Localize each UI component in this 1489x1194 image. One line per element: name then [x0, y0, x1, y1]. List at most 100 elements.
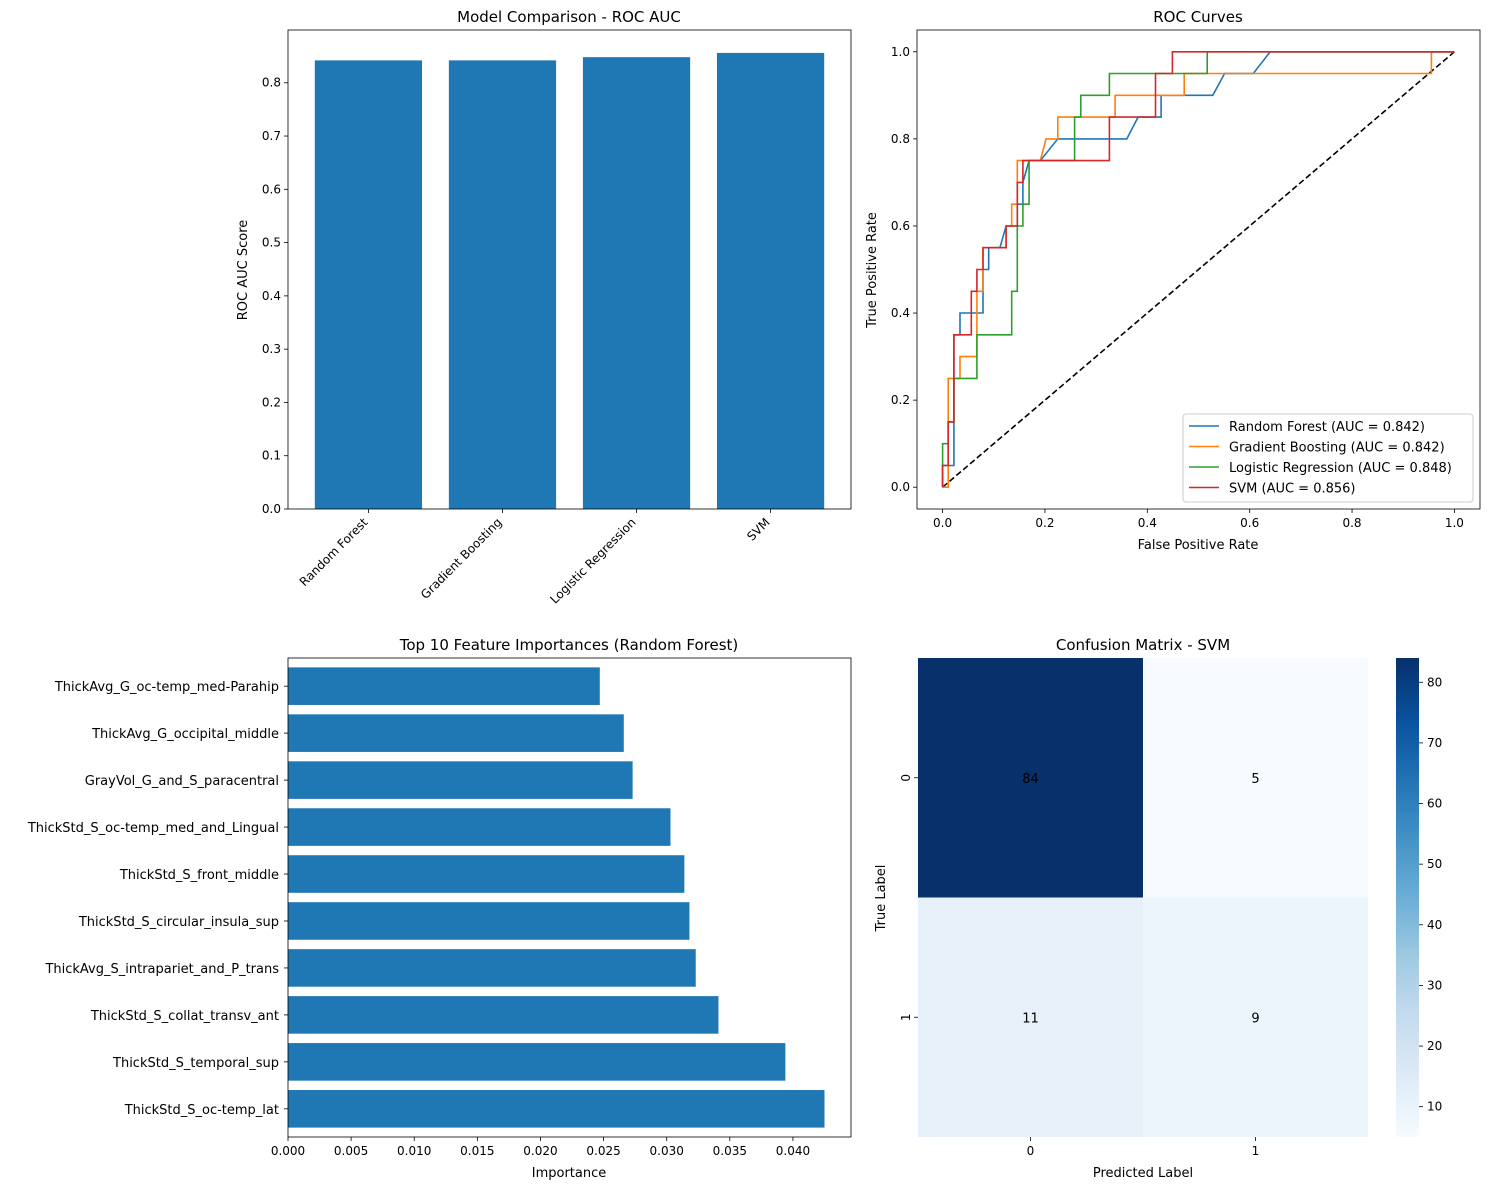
confusion-ylabel: True Label	[874, 865, 889, 933]
roc-series-line-0	[941, 51, 1455, 488]
roc-y-tick-label-5: 1.0	[891, 45, 910, 59]
colorbar-tick-label-7: 80	[1427, 675, 1442, 689]
roc-diagonal-line	[942, 51, 1455, 488]
feature-bar-6	[288, 808, 671, 846]
feature-x-tick-label-5: 0.025	[586, 1144, 620, 1158]
feature-bar-7	[288, 761, 633, 799]
matrix-y-tick-label-1: 1	[899, 1013, 913, 1021]
feature-x-tick-label-0: 0.000	[271, 1144, 305, 1158]
bar-chart-model-comparison: Model Comparison - ROC AUC ROC AUC Score…	[236, 8, 852, 607]
roc-x-tick-label-1: 0.2	[1035, 516, 1054, 530]
feature-x-tick-label-2: 0.010	[397, 1144, 431, 1158]
y-tick-label-3: 0.3	[262, 342, 281, 356]
bar-1	[448, 60, 557, 509]
roc-x-tick-label-3: 0.6	[1240, 516, 1259, 530]
matrix-cell-0-0	[918, 658, 1143, 898]
roc-x-tick-label-4: 0.8	[1342, 516, 1361, 530]
colorbar-tick-label-2: 30	[1427, 978, 1442, 992]
roc-x-tick-label-0: 0.0	[933, 516, 952, 530]
matrix-x-tick-label-0: 0	[1027, 1144, 1035, 1158]
colorbar-tick-label-5: 60	[1427, 797, 1442, 811]
legend-label-3: SVM (AUC = 0.856)	[1229, 482, 1356, 497]
x-tick-label-0: Random Forest	[297, 515, 371, 589]
confusion-matrix-chart: Confusion Matrix - SVM Predicted Label T…	[874, 636, 1442, 1181]
feature-importance-chart: Top 10 Feature Importances (Random Fores…	[27, 636, 852, 1181]
matrix-cell-1-1	[1143, 897, 1368, 1137]
bar-chart-ylabel: ROC AUC Score	[236, 220, 251, 321]
x-tick-label-1: Gradient Boosting	[418, 515, 505, 602]
legend-label-2: Logistic Regression (AUC = 0.848)	[1229, 461, 1452, 476]
roc-x-tick-label-5: 1.0	[1445, 516, 1464, 530]
feature-x-tick-label-4: 0.020	[523, 1144, 557, 1158]
feature-importance-frame	[287, 657, 852, 1138]
x-tick-label-3: SVM	[744, 515, 772, 543]
y-tick-label-4: 0.4	[262, 289, 281, 303]
feature-bar-9	[288, 667, 600, 705]
feature-label-4: ThickStd_S_circular_insula_sup	[78, 915, 279, 930]
matrix-cell-0-1	[1143, 658, 1368, 898]
matrix-cell-value-0-0: 84	[1022, 772, 1039, 787]
feature-importance-xlabel: Importance	[532, 1166, 607, 1181]
feature-x-tick-label-8: 0.040	[776, 1144, 810, 1158]
feature-bar-1	[288, 1043, 786, 1081]
roc-y-tick-label-2: 0.4	[891, 306, 910, 320]
matrix-cell-value-1-1: 9	[1251, 1011, 1259, 1026]
y-tick-label-7: 0.7	[262, 129, 281, 143]
roc-legend: Random Forest (AUC = 0.842) Gradient Boos…	[1182, 413, 1474, 503]
feature-importance-title: Top 10 Feature Importances (Random Fores…	[399, 636, 739, 654]
feature-bar-3	[288, 949, 696, 987]
roc-x-tick-label-2: 0.4	[1138, 516, 1157, 530]
y-tick-label-2: 0.2	[262, 395, 281, 409]
matrix-x-tick-label-1: 1	[1252, 1144, 1260, 1158]
x-tick-label-2: Logistic Regression	[547, 515, 638, 606]
roc-curves-chart: ROC Curves False Positive Rate True Posi…	[865, 8, 1481, 553]
feature-x-tick-label-7: 0.035	[713, 1144, 747, 1158]
matrix-y-tick-label-0: 0	[899, 774, 913, 782]
confusion-title: Confusion Matrix - SVM	[1056, 636, 1230, 654]
bar-chart-title: Model Comparison - ROC AUC	[457, 8, 681, 26]
legend-box	[1182, 413, 1474, 503]
feature-label-2: ThickStd_S_collat_transv_ant	[90, 1009, 279, 1024]
bar-3	[716, 52, 825, 509]
feature-label-1: ThickStd_S_temporal_sup	[112, 1056, 279, 1071]
y-tick-label-0: 0.0	[262, 502, 281, 516]
feature-label-5: ThickStd_S_front_middle	[119, 868, 279, 883]
feature-bar-0	[288, 1090, 825, 1128]
confusion-xlabel: Predicted Label	[1093, 1166, 1193, 1181]
matrix-cell-value-1-0: 11	[1022, 1011, 1039, 1026]
y-tick-label-8: 0.8	[262, 76, 281, 90]
feature-bar-8	[288, 714, 624, 752]
y-tick-label-1: 0.1	[262, 449, 281, 463]
feature-bar-4	[288, 902, 690, 940]
y-tick-label-5: 0.5	[262, 236, 281, 250]
bar-chart-frame	[287, 29, 852, 510]
matrix-cell-1-0	[918, 897, 1143, 1137]
feature-x-tick-label-1: 0.005	[334, 1144, 368, 1158]
roc-y-tick-label-3: 0.6	[891, 219, 910, 233]
feature-label-6: ThickStd_S_oc-temp_med_and_Lingual	[27, 821, 279, 836]
colorbar-tick-label-1: 20	[1427, 1039, 1442, 1053]
feature-label-8: ThickAvg_G_occipital_middle	[91, 727, 279, 742]
colorbar-tick-label-4: 50	[1427, 857, 1442, 871]
colorbar-tick-label-3: 40	[1427, 918, 1442, 932]
bar-0	[314, 60, 423, 509]
roc-title: ROC Curves	[1153, 8, 1243, 26]
matrix-cell-value-0-1: 5	[1251, 772, 1259, 787]
legend-label-0: Random Forest (AUC = 0.842)	[1229, 420, 1425, 435]
feature-x-tick-label-6: 0.030	[650, 1144, 684, 1158]
roc-xlabel: False Positive Rate	[1138, 538, 1259, 553]
roc-y-tick-label-1: 0.2	[891, 393, 910, 407]
feature-bar-2	[288, 996, 719, 1034]
feature-label-3: ThickAvg_S_intrapariet_and_P_trans	[44, 962, 279, 977]
y-tick-label-6: 0.6	[262, 182, 281, 196]
colorbar-tick-label-6: 70	[1427, 736, 1442, 750]
roc-ylabel: True Positive Rate	[865, 212, 880, 329]
feature-x-tick-label-3: 0.015	[460, 1144, 494, 1158]
colorbar	[1396, 658, 1419, 1137]
feature-bar-5	[288, 855, 685, 893]
bar-2	[582, 57, 691, 510]
roc-y-tick-label-4: 0.8	[891, 132, 910, 146]
feature-label-9: ThickAvg_G_oc-temp_med-Parahip	[54, 680, 279, 695]
roc-frame	[916, 29, 1481, 510]
